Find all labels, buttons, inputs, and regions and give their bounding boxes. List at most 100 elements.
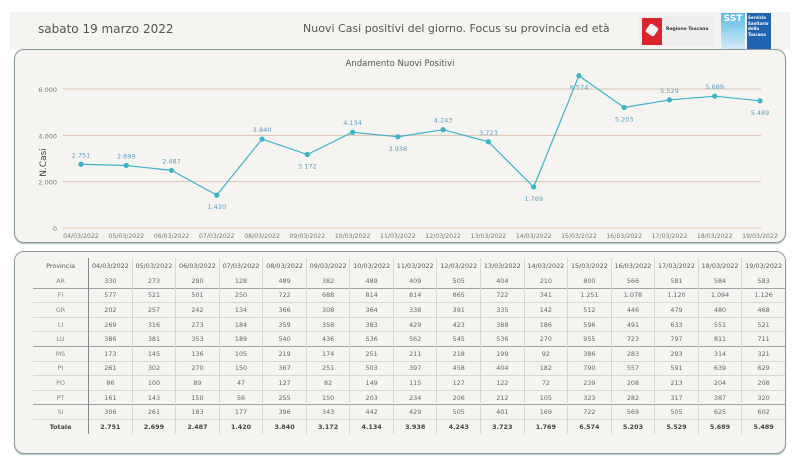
value-cell: 56 bbox=[218, 389, 263, 405]
value-cell: 211 bbox=[392, 345, 437, 362]
data-point bbox=[576, 73, 582, 79]
total-cell: 3.840 bbox=[262, 418, 307, 434]
value-cell: 173 bbox=[88, 345, 133, 362]
value-cell: 353 bbox=[175, 331, 220, 347]
x-tick-label: 11/03/2022 bbox=[380, 233, 416, 240]
value-cell: 122 bbox=[480, 375, 525, 391]
sst-figure-icon: SST bbox=[721, 13, 745, 49]
column-header-date: 09/03/2022 bbox=[305, 258, 350, 274]
value-cell: 505 bbox=[436, 274, 481, 289]
value-cell: 562 bbox=[392, 331, 437, 347]
value-cell: 387 bbox=[697, 389, 742, 405]
total-cell: 6.574 bbox=[567, 418, 612, 434]
value-cell: 536 bbox=[480, 331, 525, 347]
x-tick-label: 15/03/2022 bbox=[561, 233, 597, 240]
x-tick-label: 18/03/2022 bbox=[697, 233, 733, 240]
series-line bbox=[80, 74, 761, 196]
value-cell: 338 bbox=[392, 302, 437, 318]
value-cell: 270 bbox=[523, 331, 568, 347]
data-label: 3.172 bbox=[298, 163, 317, 171]
data-label: 1.420 bbox=[207, 203, 226, 211]
value-cell: 429 bbox=[392, 316, 437, 332]
x-tick-label: 05/03/2022 bbox=[108, 233, 144, 240]
value-cell: 722 bbox=[567, 404, 612, 420]
total-cell: 1.769 bbox=[523, 418, 568, 434]
value-cell: 711 bbox=[741, 331, 785, 347]
value-cell: 134 bbox=[218, 302, 263, 318]
table-row: FI 577 521 501 250 722 688 814 814 865 722 341 1.251… bbox=[33, 287, 785, 303]
column-header-date: 11/03/2022 bbox=[392, 258, 437, 274]
table-row: SI 306 261 183 177 396 343 442 429 505 401 169 722 56… bbox=[33, 404, 785, 420]
value-cell: 330 bbox=[88, 274, 133, 289]
value-cell: 320 bbox=[741, 389, 785, 405]
value-cell: 251 bbox=[305, 360, 350, 376]
value-cell: 358 bbox=[305, 316, 350, 332]
value-cell: 521 bbox=[131, 287, 176, 303]
table-row: MS 173 145 136 105 219 174 251 211 218 199 92 386 283… bbox=[33, 345, 785, 362]
x-tick-label: 16/03/2022 bbox=[606, 233, 642, 240]
pegasus-emblem-icon bbox=[642, 18, 662, 45]
value-cell: 250 bbox=[218, 287, 263, 303]
value-cell: 436 bbox=[305, 331, 350, 347]
value-cell: 359 bbox=[262, 316, 307, 332]
value-cell: 1.094 bbox=[697, 287, 742, 303]
provincia-cell: PI bbox=[33, 360, 89, 376]
sst-line: Toscana bbox=[748, 31, 766, 37]
value-cell: 341 bbox=[523, 287, 568, 303]
y-tick-label: 6.000 bbox=[38, 86, 57, 94]
value-cell: 321 bbox=[741, 345, 785, 362]
value-cell: 242 bbox=[175, 302, 220, 318]
value-cell: 115 bbox=[392, 375, 437, 391]
value-cell: 814 bbox=[392, 287, 437, 303]
provincia-cell: SI bbox=[33, 404, 89, 420]
value-cell: 183 bbox=[175, 404, 220, 420]
provincia-cell: GR bbox=[33, 302, 89, 318]
table-panel: Provincia 04/03/2022 05/03/2022 06/03/2022 0… bbox=[14, 251, 786, 454]
value-cell: 581 bbox=[654, 274, 699, 289]
value-cell: 335 bbox=[480, 302, 525, 318]
x-tick-label: 06/03/2022 bbox=[154, 233, 190, 240]
value-cell: 213 bbox=[654, 375, 699, 391]
total-cell: 2.751 bbox=[88, 418, 133, 434]
column-header-date: 07/03/2022 bbox=[218, 258, 263, 274]
column-header-date: 15/03/2022 bbox=[567, 258, 612, 274]
value-cell: 317 bbox=[654, 389, 699, 405]
value-cell: 790 bbox=[567, 360, 612, 376]
data-point bbox=[621, 104, 627, 111]
column-header-date: 04/03/2022 bbox=[88, 258, 133, 274]
value-cell: 251 bbox=[349, 345, 394, 362]
total-cell: 4.134 bbox=[349, 418, 394, 434]
value-cell: 212 bbox=[480, 389, 525, 405]
value-cell: 316 bbox=[131, 316, 176, 332]
value-cell: 800 bbox=[567, 274, 612, 289]
value-cell: 505 bbox=[654, 404, 699, 420]
y-tick-label: 2.000 bbox=[38, 179, 57, 187]
value-cell: 47 bbox=[218, 375, 263, 391]
column-header-date: 14/03/2022 bbox=[523, 258, 568, 274]
value-cell: 386 bbox=[88, 331, 133, 347]
value-cell: 505 bbox=[436, 404, 481, 420]
value-cell: 442 bbox=[349, 404, 394, 420]
value-cell: 323 bbox=[567, 389, 612, 405]
value-cell: 491 bbox=[610, 316, 655, 332]
value-cell: 423 bbox=[436, 316, 481, 332]
value-cell: 143 bbox=[131, 389, 176, 405]
value-cell: 273 bbox=[175, 316, 220, 332]
data-label: 4.243 bbox=[434, 117, 453, 125]
line-chart: Andamento Nuovi Positivi N.Casi 0 2.000 4.00… bbox=[38, 59, 777, 240]
value-cell: 521 bbox=[741, 316, 785, 332]
data-label: 3.723 bbox=[479, 129, 498, 137]
value-cell: 479 bbox=[654, 302, 699, 318]
provincia-cell: MS bbox=[33, 345, 89, 362]
value-cell: 269 bbox=[88, 316, 133, 332]
page-title: Nuovi Casi positivi del giorno. Focus su… bbox=[303, 22, 610, 35]
chart-panel: Andamento Nuovi Positivi N.Casi 0 2.000 4.00… bbox=[14, 49, 786, 243]
value-cell: 208 bbox=[741, 375, 785, 391]
value-cell: 308 bbox=[305, 302, 350, 318]
column-header-date: 12/03/2022 bbox=[436, 258, 481, 274]
regione-toscana-logo: Regione Toscana bbox=[639, 16, 714, 46]
value-cell: 239 bbox=[567, 375, 612, 391]
value-cell: 203 bbox=[349, 389, 394, 405]
value-cell: 182 bbox=[523, 360, 568, 376]
value-cell: 89 bbox=[175, 375, 220, 391]
